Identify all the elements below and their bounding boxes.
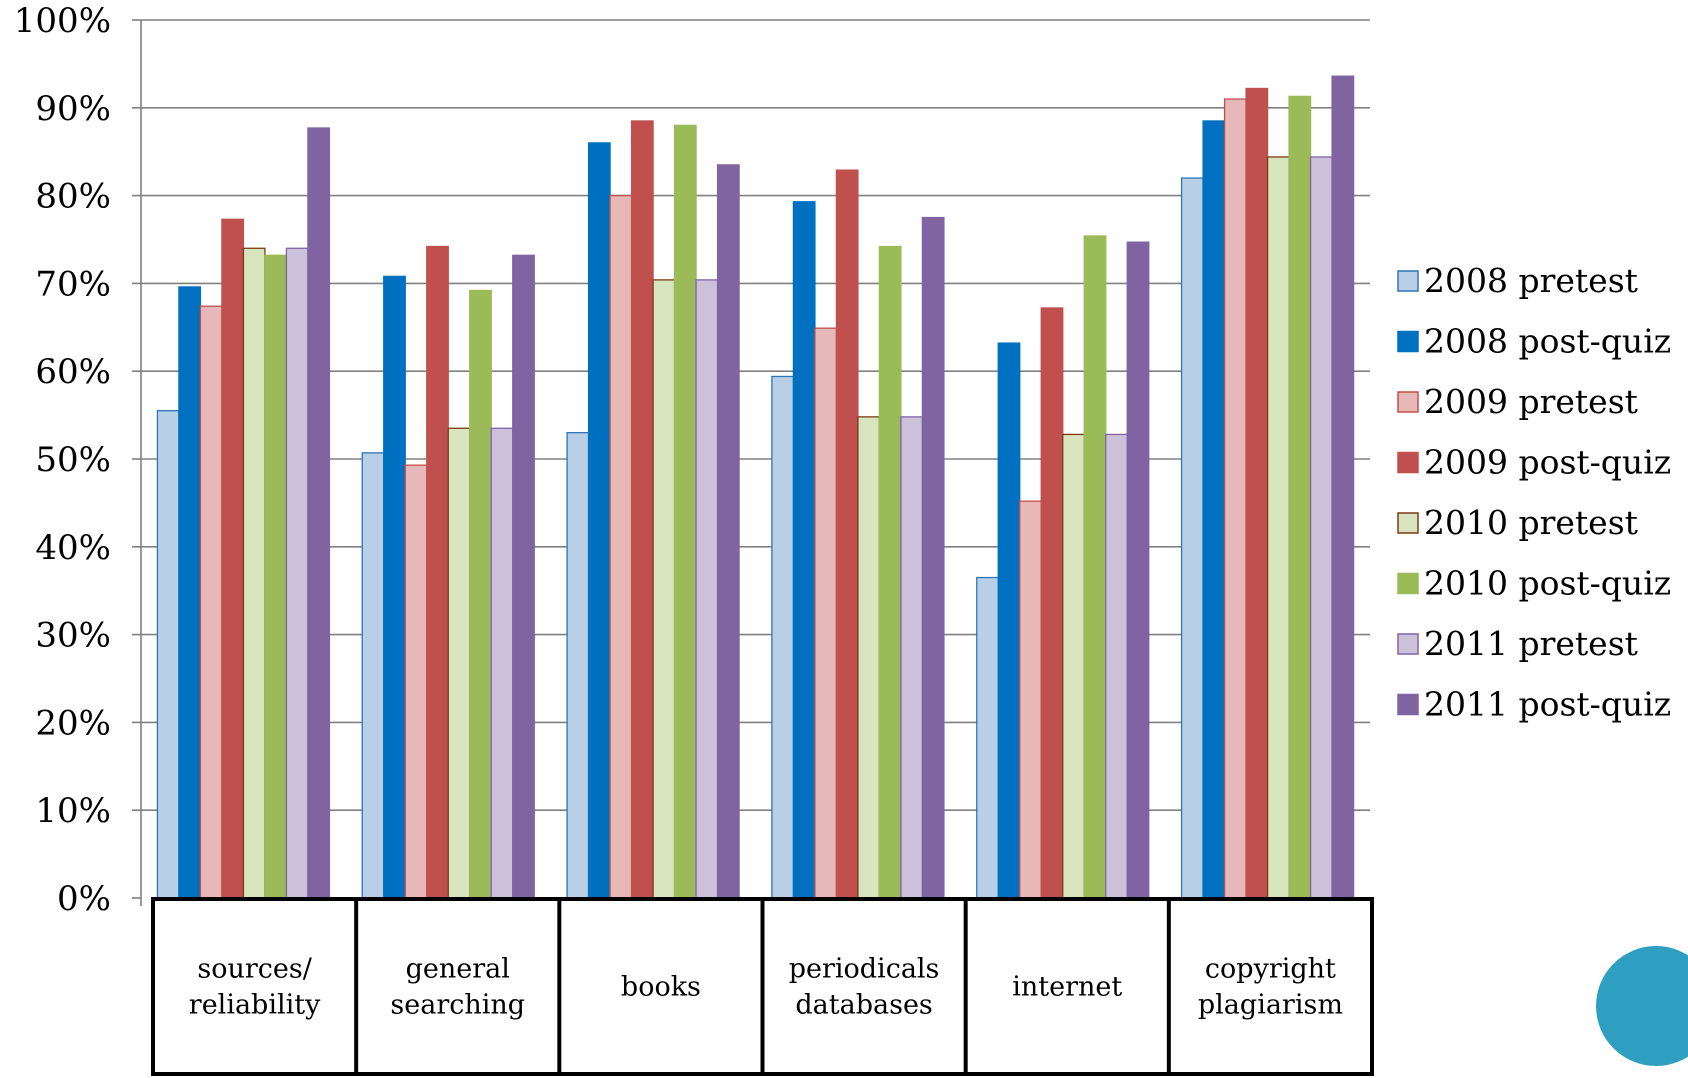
bar: [199, 305, 223, 899]
bar: [609, 194, 633, 899]
bar: [1180, 177, 1204, 899]
legend-label: 2008 post-quiz: [1424, 322, 1671, 361]
bar: [490, 427, 514, 899]
bar: [630, 120, 654, 899]
y-tick-label: 80%: [35, 177, 111, 217]
y-tick-label: 40%: [35, 528, 111, 568]
bar: [1019, 500, 1042, 899]
bar: [1105, 433, 1128, 899]
bar: [587, 142, 611, 899]
bar: [1040, 307, 1064, 899]
bar: [792, 201, 816, 899]
bar: [695, 279, 719, 899]
bar: [361, 452, 385, 899]
bar: [673, 124, 697, 899]
bar: [1288, 95, 1312, 899]
bar: [383, 275, 406, 899]
legend-swatch: [1397, 451, 1419, 474]
legend-swatch: [1397, 633, 1419, 655]
category-label: copyright: [1205, 954, 1336, 985]
bar: [178, 286, 202, 899]
bar: [1245, 87, 1269, 899]
bar: [1223, 98, 1247, 899]
y-tick-label: 50%: [35, 440, 111, 480]
category-label: searching: [390, 990, 525, 1021]
bar: [447, 427, 471, 899]
legend-label: 2011 post-quiz: [1424, 685, 1671, 724]
legend-label: 2010 pretest: [1424, 503, 1638, 542]
bar: [1083, 235, 1107, 899]
legend: 2008 pretest 2008 post-quiz 2009 pretest 20…: [1397, 261, 1671, 724]
category-table: sources/reliability general searching books…: [151, 897, 1374, 1076]
bar: [1331, 75, 1355, 899]
gridlines: [141, 19, 1370, 812]
category-label: internet: [1012, 972, 1122, 1003]
bar: [997, 342, 1021, 899]
y-tick-label: 30%: [35, 616, 111, 656]
y-tick-label: 20%: [35, 703, 111, 743]
category-label: plagiarism: [1198, 990, 1343, 1021]
bar: [404, 464, 428, 899]
category-label: sources/: [197, 954, 312, 985]
legend-label: 2008 pretest: [1424, 261, 1638, 300]
bar: [156, 410, 180, 899]
bar: [900, 416, 924, 899]
category-label: books: [621, 972, 701, 1003]
bar: [1126, 241, 1150, 899]
category-label: general: [406, 954, 510, 985]
y-tick-label: 10%: [35, 791, 111, 831]
category-label: reliability: [189, 990, 321, 1021]
bar: [814, 327, 838, 899]
legend-label: 2009 pretest: [1424, 382, 1638, 421]
bar: [469, 289, 492, 899]
bar: [221, 218, 245, 899]
legend-swatch: [1397, 330, 1419, 353]
bar: [512, 254, 535, 899]
bar: [566, 432, 590, 899]
bar: [835, 169, 859, 899]
y-tick-label: 70%: [35, 264, 111, 304]
legend-label: 2009 post-quiz: [1424, 443, 1671, 482]
legend-swatch: [1397, 572, 1419, 595]
legend-label: 2010 post-quiz: [1424, 564, 1671, 603]
y-tick-label: 100%: [14, 1, 111, 41]
bar: [857, 416, 881, 899]
bar: [264, 254, 288, 899]
bar: [878, 245, 902, 899]
bar: [242, 247, 266, 899]
bar: [1266, 156, 1290, 899]
bar: [285, 247, 309, 899]
bar: [1062, 433, 1085, 899]
decorative-circle: [1596, 946, 1688, 1066]
bars: [156, 75, 1355, 899]
bar: [307, 127, 331, 899]
bar: [1202, 120, 1226, 899]
bar: [426, 245, 449, 899]
y-tick-label: 90%: [35, 89, 111, 129]
legend-swatch: [1397, 270, 1419, 292]
category-label: databases: [795, 990, 932, 1021]
bar: [716, 164, 740, 899]
legend-swatch: [1397, 512, 1419, 534]
category-label: periodicals: [789, 954, 940, 985]
y-axis-ticks: 0% 10% 20% 30% 40% 50% 60% 70% 80% 90% 100%: [14, 1, 141, 919]
legend-label: 2011 pretest: [1424, 624, 1638, 663]
bar: [976, 576, 999, 899]
bar: [771, 375, 795, 899]
bar: [921, 216, 945, 899]
legend-swatch: [1397, 693, 1419, 716]
bar: [652, 279, 676, 899]
y-tick-label: 60%: [35, 352, 111, 392]
legend-swatch: [1397, 391, 1419, 413]
y-tick-label: 0%: [57, 879, 111, 919]
bar: [1309, 156, 1333, 899]
